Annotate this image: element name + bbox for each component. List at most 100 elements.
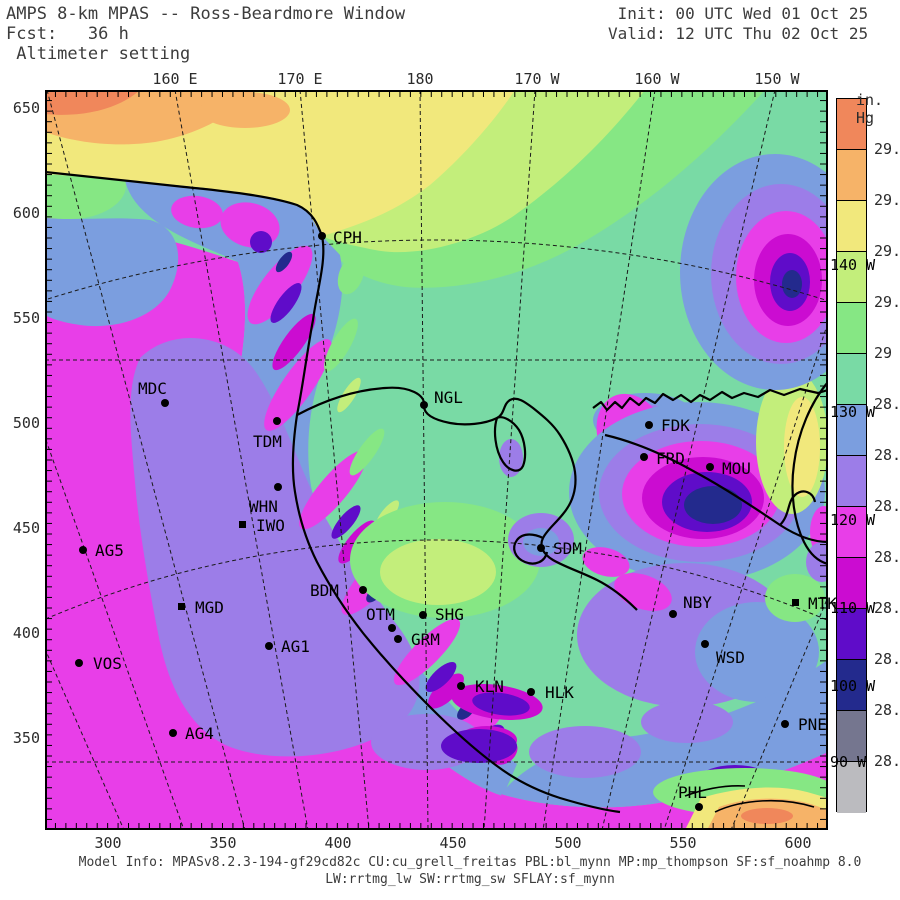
colorbar-segment [837, 99, 866, 150]
station-marker-ag5 [79, 546, 87, 554]
map-plot: CPH MDC NGL TDM FDK FRD MOU WHN IWO SDM AG5 BDM MGD S… [45, 90, 837, 830]
pressure-field-map [45, 90, 828, 830]
station-label-vos: VOS [93, 654, 122, 673]
plot-frame [45, 90, 828, 830]
colorbar-segment [837, 507, 866, 558]
colorbar-segment [837, 762, 866, 813]
axis-label-left: 600 [12, 204, 40, 222]
header-left: AMPS 8-km MPAS -- Ross-Beardmore Window … [6, 4, 405, 64]
graticule [45, 90, 828, 830]
right-longitude-label: 90 W [830, 753, 867, 771]
colorbar-segment [837, 660, 866, 711]
axis-label-top: 170 W [514, 70, 560, 88]
axis-label-bottom: 450 [439, 834, 467, 852]
station-marker-ag1 [265, 642, 273, 650]
right-longitude-label: 140 W [830, 256, 876, 274]
station-marker-shg [419, 611, 427, 619]
right-longitude-label: 120 W [830, 511, 876, 529]
right-longitude-label: 130 W [830, 403, 876, 421]
station-marker-vos [75, 659, 83, 667]
colorbar-segment [837, 252, 866, 303]
station-marker-tdm [273, 417, 281, 425]
colorbar-tick-label: 28.2 [874, 752, 900, 770]
axis-label-bottom: 300 [94, 834, 122, 852]
station-marker-kln [457, 682, 465, 690]
station-label-frd: FRD [656, 449, 685, 468]
colorbar-segment [837, 711, 866, 762]
colorbar [836, 98, 867, 813]
colorbar-segment [837, 303, 866, 354]
station-label-whn: WHN [249, 497, 278, 516]
model-info-line2: LW:rrtmg_lw SW:rrtmg_sw SFLAY:sf_mynn [325, 872, 615, 887]
colorbar-tick-label: 29 [874, 344, 893, 362]
station-label-sdm: SDM [553, 539, 582, 558]
station-label-bdm: BDM [310, 581, 339, 600]
station-marker-whn [274, 483, 282, 491]
station-label-tdm: TDM [253, 432, 282, 451]
station-label-shg: SHG [435, 605, 464, 624]
axis-label-left: 400 [12, 624, 40, 642]
colorbar-segment [837, 456, 866, 507]
station-label-fdk: FDK [661, 416, 690, 435]
colorbar-tick-label: 28.7 [874, 497, 900, 515]
colorbar-tick-label: 29.2 [874, 242, 900, 260]
station-marker-mdc [161, 399, 169, 407]
colorbar-segment [837, 354, 866, 405]
station-label-ngl: NGL [434, 388, 463, 407]
axis-label-bottom: 500 [554, 834, 582, 852]
station-label-wsd: WSD [716, 648, 745, 667]
station-label-mou: MOU [722, 459, 751, 478]
station-label-grm: GRM [411, 630, 440, 649]
axis-label-top: 150 W [754, 70, 800, 88]
station-label-nby: NBY [683, 593, 712, 612]
axis-label-top: 180 [406, 70, 434, 88]
axis-label-left: 650 [12, 99, 40, 117]
axis-label-top: 160 W [634, 70, 680, 88]
station-label-phl: PHL [678, 783, 707, 802]
forecast-hour: Fcst: 36 h [6, 24, 129, 44]
plot-title: AMPS 8-km MPAS -- Ross-Beardmore Window [6, 4, 406, 24]
axis-label-top: 160 E [152, 70, 198, 88]
colorbar-tick-label: 28.9 [874, 395, 900, 413]
right-longitude-label: 110 W [830, 599, 876, 617]
axis-label-bottom: 600 [784, 834, 812, 852]
station-label-kln: KLN [475, 677, 504, 696]
axis-label-top: 170 E [277, 70, 323, 88]
station-marker-ngl [420, 401, 428, 409]
colorbar-tick-label: 29.1 [874, 293, 900, 311]
axis-label-left: 450 [12, 519, 40, 537]
colorbar-segment [837, 201, 866, 252]
station-marker-ag4 [169, 729, 177, 737]
colorbar-segment [837, 405, 866, 456]
field-layers [45, 90, 828, 830]
station-marker-mou [706, 463, 714, 471]
valid-time: Valid: 12 UTC Thu 02 Oct 25 [608, 24, 869, 43]
colorbar-tick-label: 28.4 [874, 650, 900, 668]
station-marker-sdm [537, 544, 545, 552]
colorbar-tick-label: 28.8 [874, 446, 900, 464]
axis-label-left: 500 [12, 414, 40, 432]
station-marker-nby [669, 610, 677, 618]
station-marker-wsd [701, 640, 709, 648]
station-marker-otm [388, 624, 396, 632]
colorbar-units-label: in. Hg [856, 91, 884, 127]
station-label-cph: CPH [333, 228, 362, 247]
station-label-ag4: AG4 [185, 724, 214, 743]
axis-label-bottom: 400 [324, 834, 352, 852]
station-marker-bdm [359, 586, 367, 594]
coastline [45, 170, 828, 814]
station-marker-cph [318, 232, 326, 240]
header-right: Init: 00 UTC Wed 01 Oct 25 Valid: 12 UTC… [608, 4, 868, 44]
station-label-mtk: MTK [808, 594, 837, 613]
colorbar-tick-label: 28.6 [874, 548, 900, 566]
axis-label-left: 350 [12, 729, 40, 747]
colorbar-tick-label: 28.3 [874, 701, 900, 719]
station-marker-iwo [239, 521, 246, 528]
station-label-ag5: AG5 [95, 541, 124, 560]
colorbar-tick-label: 29.4 [874, 140, 900, 158]
field-name: Altimeter setting [6, 44, 191, 64]
station-marker-mtk [792, 599, 799, 606]
station-label-ag1: AG1 [281, 637, 310, 656]
station-label-mgd: MGD [195, 598, 224, 617]
